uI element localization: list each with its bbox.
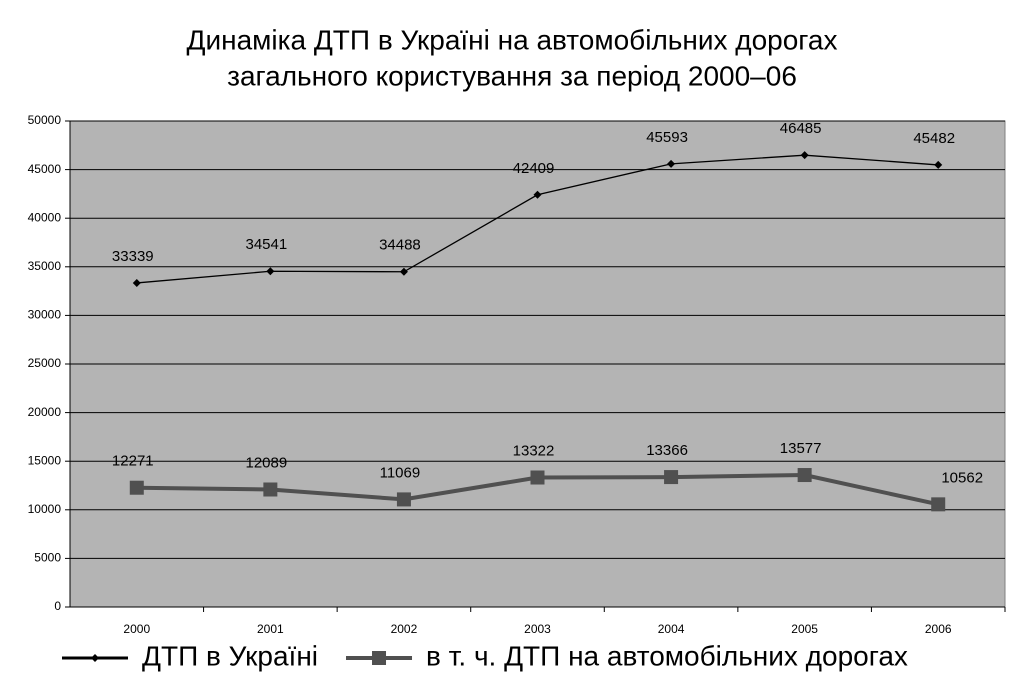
- y-tick-label: 25000: [28, 356, 62, 370]
- data-label: 10562: [941, 469, 983, 486]
- legend-label: в т. ч. ДТП на автомобільних дорогах: [426, 640, 908, 671]
- data-point: [664, 470, 679, 485]
- y-tick-label: 10000: [28, 502, 62, 516]
- data-point: [934, 160, 943, 169]
- data-label: 34541: [245, 236, 287, 253]
- chart-title: Динаміка ДТП в Україні на автомобільних …: [187, 24, 838, 55]
- data-label: 12271: [112, 453, 154, 470]
- y-tick-label: 5000: [34, 551, 61, 565]
- chart-title: загального користування за період 2000–0…: [227, 60, 797, 91]
- data-point: [797, 468, 812, 483]
- x-tick-label: 2002: [391, 622, 418, 636]
- data-label: 45593: [646, 129, 688, 146]
- legend-marker: [372, 651, 387, 665]
- data-point: [800, 151, 809, 160]
- y-tick-label: 15000: [28, 453, 62, 467]
- x-tick-label: 2006: [925, 622, 952, 636]
- data-label: 13577: [780, 440, 822, 457]
- data-label: 42409: [513, 160, 555, 177]
- data-label: 11069: [380, 464, 421, 481]
- data-point: [931, 497, 946, 512]
- y-tick-label: 20000: [28, 405, 62, 419]
- y-tick-label: 30000: [28, 308, 62, 322]
- data-point: [263, 482, 278, 497]
- data-point: [266, 267, 275, 276]
- data-label: 13366: [646, 442, 688, 459]
- y-tick-label: 35000: [28, 259, 62, 273]
- y-tick-label: 50000: [28, 113, 62, 127]
- legend-marker: [91, 654, 99, 662]
- x-tick-label: 2003: [524, 622, 551, 636]
- data-point: [399, 267, 408, 276]
- data-point: [530, 470, 545, 485]
- data-label: 45482: [913, 130, 955, 147]
- x-tick-label: 2005: [791, 622, 818, 636]
- data-label: 12089: [245, 454, 287, 471]
- data-label: 33339: [112, 248, 154, 265]
- legend-label: ДТП в Україні: [142, 640, 318, 671]
- x-tick-label: 2000: [123, 622, 150, 636]
- x-tick-label: 2004: [658, 622, 685, 636]
- data-label: 46485: [780, 120, 822, 137]
- data-point: [667, 159, 676, 168]
- data-point: [533, 190, 542, 199]
- y-tick-label: 45000: [28, 162, 62, 176]
- data-label: 13322: [513, 442, 555, 459]
- data-point: [129, 480, 144, 495]
- y-tick-label: 40000: [28, 210, 62, 224]
- data-point: [132, 278, 141, 287]
- data-label: 34488: [379, 237, 421, 254]
- y-tick-label: 0: [54, 599, 61, 613]
- data-point: [396, 492, 411, 507]
- x-tick-label: 2001: [257, 622, 284, 636]
